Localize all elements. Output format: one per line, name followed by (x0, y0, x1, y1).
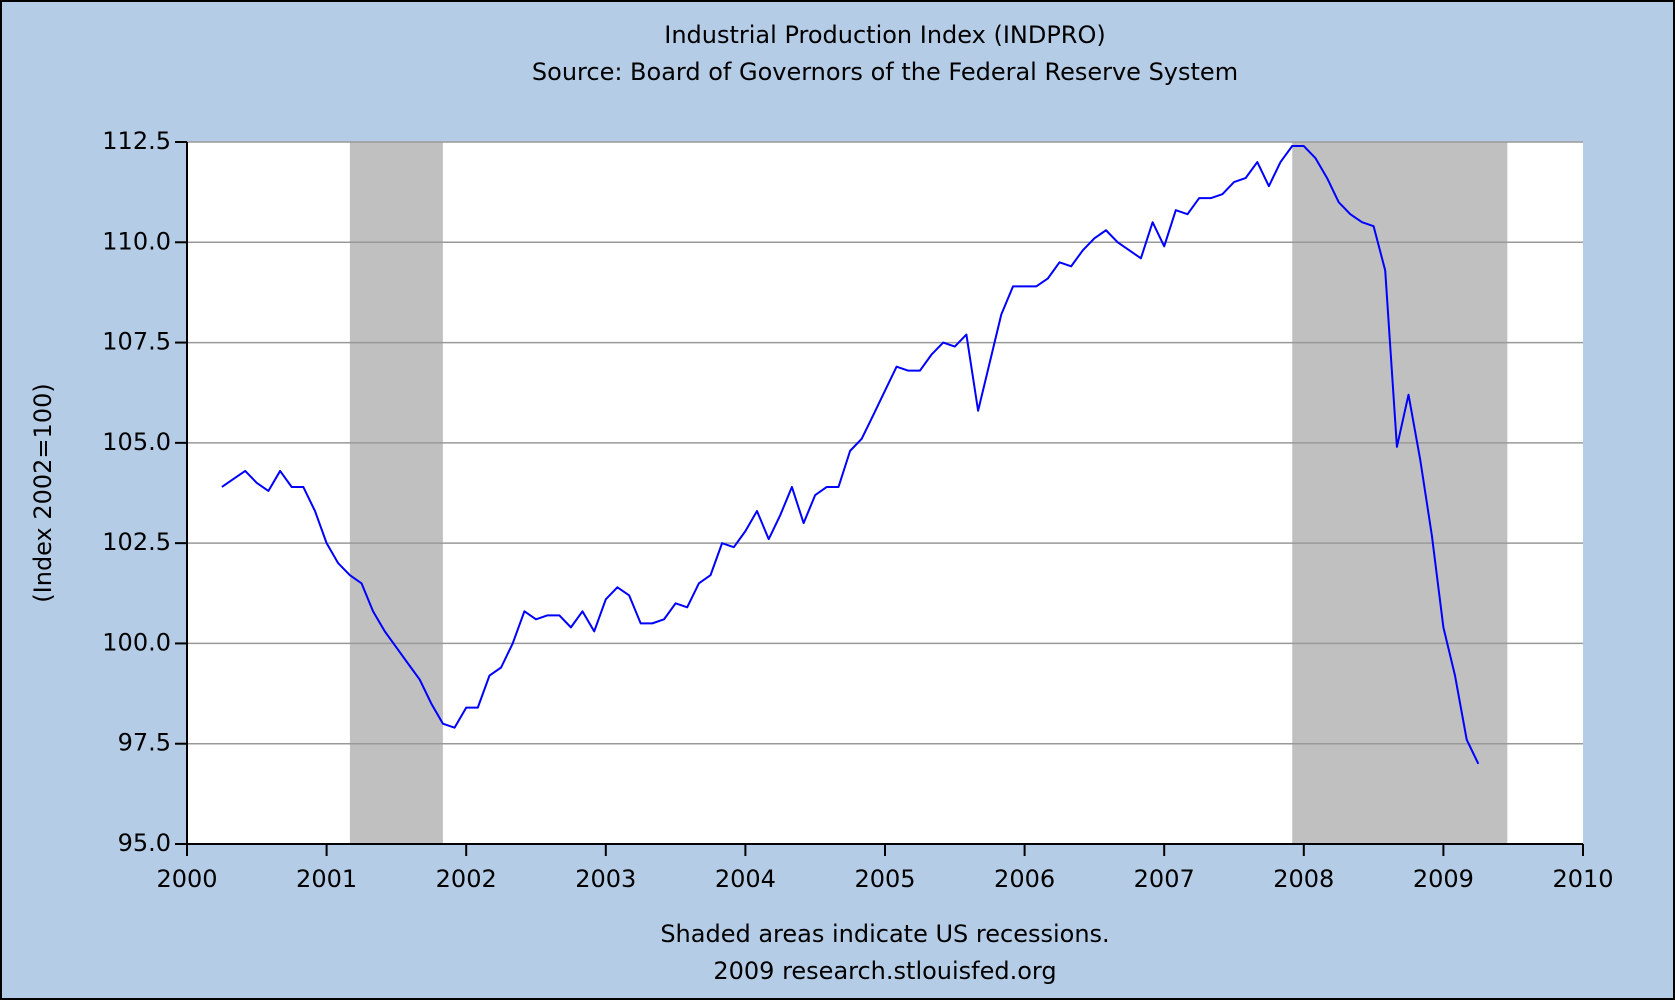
data-line (221, 145, 1480, 765)
recession-band (1292, 142, 1508, 844)
y-tick-label: 107.5 (102, 328, 171, 356)
chart-subtitle: Source: Board of Governors of the Federa… (532, 58, 1238, 86)
x-tick-label: 2006 (994, 865, 1055, 893)
x-tick-label: 2010 (1552, 865, 1613, 893)
footnote: Shaded areas indicate US recessions. (660, 920, 1109, 948)
x-tick-label: 2004 (715, 865, 776, 893)
y-tick-label: 105.0 (102, 428, 171, 456)
recession-band (349, 142, 443, 844)
x-tick-label: 2005 (854, 865, 915, 893)
x-tick-label: 2003 (575, 865, 636, 893)
x-tick-label: 2007 (1134, 865, 1195, 893)
x-tick-label: 2008 (1273, 865, 1334, 893)
x-tick-label: 2001 (296, 865, 357, 893)
chart-title: Industrial Production Index (INDPRO) (664, 21, 1105, 49)
y-tick-label: 102.5 (102, 528, 171, 556)
y-tick-label: 97.5 (118, 729, 171, 757)
footnote: 2009 research.stlouisfed.org (713, 957, 1056, 985)
y-tick-label: 100.0 (102, 628, 171, 656)
y-tick-label: 95.0 (118, 829, 171, 857)
x-tick-label: 2002 (436, 865, 497, 893)
x-tick-label: 2000 (156, 865, 217, 893)
y-tick-label: 112.5 (102, 127, 171, 155)
x-tick-label: 2009 (1413, 865, 1474, 893)
y-tick-label: 110.0 (102, 227, 171, 255)
y-axis-label: (Index 2002=100) (29, 383, 57, 602)
